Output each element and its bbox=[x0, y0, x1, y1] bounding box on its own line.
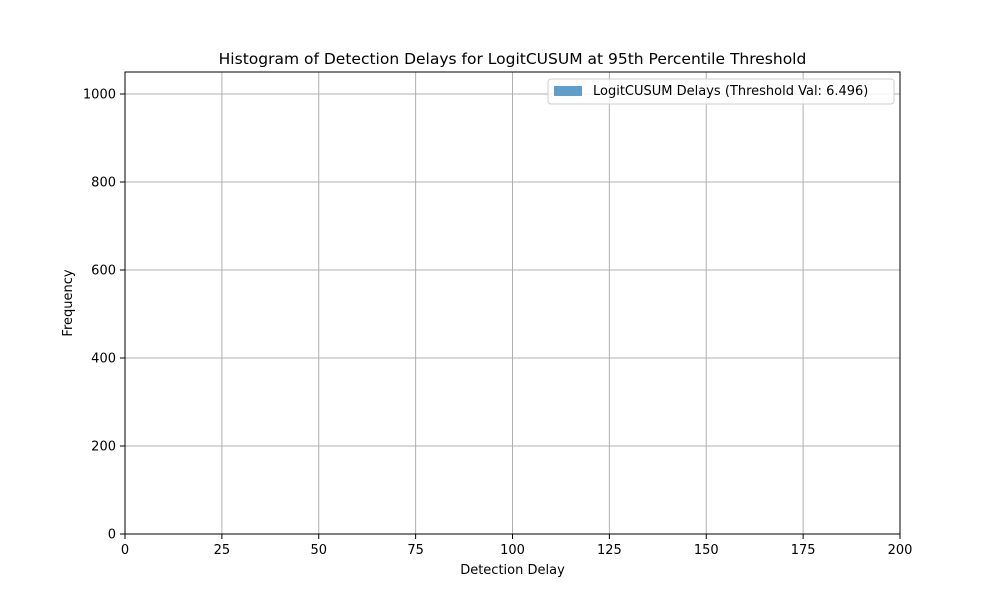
x-tick-label: 25 bbox=[214, 543, 231, 558]
legend-swatch bbox=[554, 86, 582, 96]
y-tick-label: 600 bbox=[91, 264, 116, 279]
x-tick-label: 0 bbox=[121, 543, 129, 558]
x-tick-label: 100 bbox=[500, 543, 525, 558]
legend-box bbox=[547, 78, 895, 105]
legend: LogitCUSUM Delays (Threshold Val: 6.496) bbox=[547, 78, 895, 105]
y-axis-label: Frequency bbox=[61, 269, 76, 336]
x-tick-label: 150 bbox=[694, 543, 719, 558]
x-axis-label: Detection Delay bbox=[460, 563, 565, 578]
y-tick-label: 0 bbox=[108, 528, 116, 543]
x-axis: 0 25 50 75 100 125 150 175 200 bbox=[121, 534, 913, 558]
x-tick-label: 50 bbox=[310, 543, 327, 558]
y-tick-label: 800 bbox=[91, 176, 116, 191]
y-tick-label: 1000 bbox=[83, 88, 116, 103]
y-tick-label: 400 bbox=[91, 352, 116, 367]
x-tick-label: 175 bbox=[791, 543, 816, 558]
y-axis: 0 200 400 600 800 1000 bbox=[83, 88, 125, 543]
legend-label: LogitCUSUM Delays (Threshold Val: 6.496) bbox=[593, 84, 868, 99]
x-tick-label: 75 bbox=[407, 543, 424, 558]
chart-title: Histogram of Detection Delays for LogitC… bbox=[219, 50, 807, 68]
y-tick-label: 200 bbox=[91, 440, 116, 455]
x-tick-label: 200 bbox=[888, 543, 913, 558]
x-tick-label: 125 bbox=[597, 543, 622, 558]
